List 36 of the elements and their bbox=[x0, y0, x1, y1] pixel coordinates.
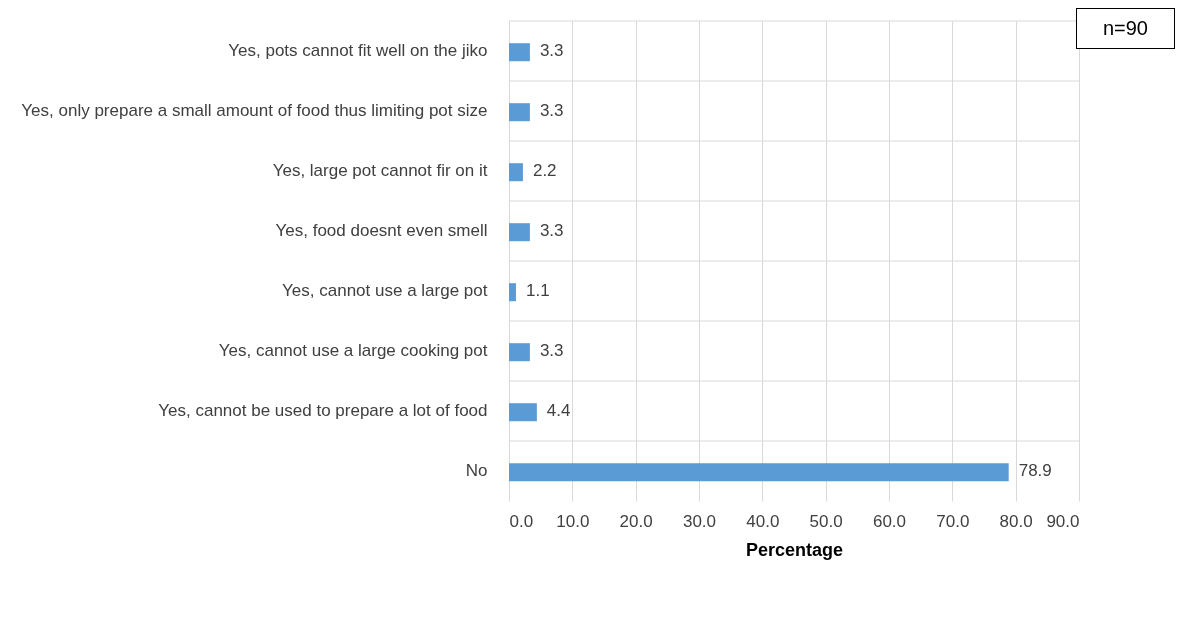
x-axis-title: Percentage bbox=[745, 539, 844, 560]
x-tick-label: 80.0 bbox=[999, 511, 1033, 531]
x-tick-label: 40.0 bbox=[746, 511, 780, 531]
y-tick-label: Yes, pots cannot fit well on the jiko bbox=[228, 41, 488, 60]
bar bbox=[509, 103, 530, 122]
bar bbox=[509, 163, 523, 182]
x-tick-label: 60.0 bbox=[872, 511, 907, 531]
data-label: 3.3 bbox=[539, 101, 564, 120]
y-tick-label: Yes, cannot be used to prepare a lot of food bbox=[158, 401, 488, 420]
bar bbox=[509, 283, 516, 302]
data-label: 3.3 bbox=[539, 41, 564, 60]
y-tick-label: Yes, cannot use a large cooking pot bbox=[218, 341, 488, 360]
bar bbox=[509, 403, 537, 422]
text: n=90 bbox=[1075, 8, 1175, 49]
bar bbox=[509, 463, 1009, 482]
x-tick-label: 10.0 bbox=[556, 511, 590, 531]
y-tick-label: No bbox=[465, 461, 488, 480]
y-tick-label: Yes, cannot use a large pot bbox=[282, 281, 488, 300]
data-label: 1.1 bbox=[525, 281, 550, 300]
y-tick-label: Yes, large pot cannot fir on it bbox=[272, 161, 488, 180]
x-tick-label: 90.0 bbox=[1046, 511, 1080, 531]
data-label: 3.3 bbox=[539, 341, 564, 360]
data-label: 4.4 bbox=[546, 401, 571, 420]
bar bbox=[509, 43, 530, 62]
data-label: 3.3 bbox=[539, 221, 564, 240]
x-tick-label: 30.0 bbox=[682, 511, 717, 531]
data-label: 78.9 bbox=[1018, 461, 1052, 480]
x-tick-label: 20.0 bbox=[619, 511, 653, 531]
bar bbox=[509, 223, 530, 242]
x-tick-label: 50.0 bbox=[809, 511, 843, 531]
bar bbox=[509, 343, 530, 362]
x-tick-label: 0.0 bbox=[509, 511, 534, 531]
data-label: 2.2 bbox=[532, 161, 557, 180]
x-tick-label: 70.0 bbox=[936, 511, 970, 531]
y-tick-label: Yes, only prepare a small amount of food thus limiting pot size bbox=[21, 101, 488, 120]
y-tick-label: Yes, food doesnt even smell bbox=[275, 221, 488, 240]
